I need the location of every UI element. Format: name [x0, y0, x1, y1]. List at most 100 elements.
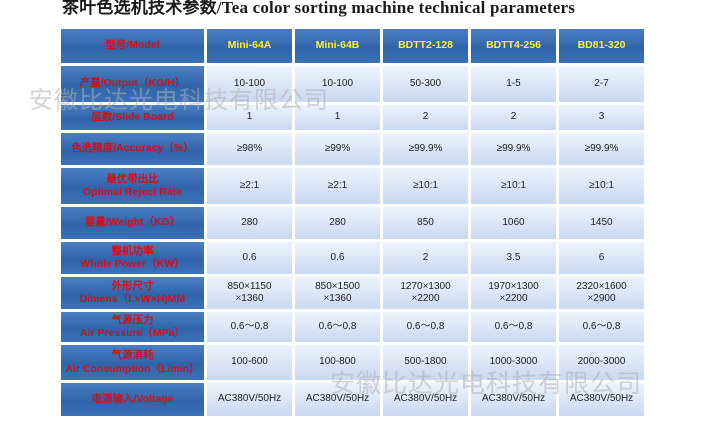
value-cell: 0.6～0.8	[559, 312, 644, 342]
value-cell: 1970×1300 ×2200	[471, 277, 556, 309]
spec-row: 气源消耗 Air Consumption（L/min） 100-600 100-800…	[61, 345, 644, 380]
document-title: 茶叶色选机技术参数/Tea color sorting machine tech…	[62, 0, 576, 17]
value-cell: 50-300	[383, 66, 468, 102]
value-cell: 850	[383, 207, 468, 239]
parameter-label-line: 色选精度/Accuracy（%）	[71, 142, 194, 155]
value-cell: 280	[295, 207, 380, 239]
parameter-label-cell: 产量/Output（KG/H）	[61, 66, 204, 102]
value-cell: 0.6～0.8	[471, 312, 556, 342]
header-row: 型号/Model Mini-64A Mini-64B BDTT2-128 BDTT4-2…	[61, 29, 644, 63]
spec-table: 型号/Model Mini-64A Mini-64B BDTT2-128 BDTT4-2…	[58, 26, 647, 419]
value-line: 1970×1300	[488, 280, 539, 292]
spec-row: 气源压力 Air Pressure（MPa） 0.6～0.8 0.6～0.8 0.6～0…	[61, 312, 644, 342]
value-cell: 1-5	[471, 66, 556, 102]
value-cell: ≥98%	[207, 133, 292, 165]
value-line: ×1360	[235, 293, 264, 304]
parameter-label-line: 气源压力	[111, 313, 154, 326]
value-cell: 500-1800	[383, 345, 468, 380]
value-cell: 2	[383, 242, 468, 274]
parameter-label-line: Air Pressure（MPa）	[79, 327, 186, 339]
value-cell: 1000-3000	[471, 345, 556, 380]
value-line: ×2200	[411, 293, 440, 304]
spec-row: 外形尺寸 Dimens（L×W×H)MM 850×1150 ×1360 850×1500…	[61, 277, 644, 309]
value-cell: 100-600	[207, 345, 292, 380]
value-cell: 1	[207, 105, 292, 130]
spec-row: 重量/Weight（KG） 280 280 850 1060 1450	[61, 207, 644, 239]
parameter-label-line: 重量/Weight（KG）	[84, 216, 181, 229]
parameter-label-line: 电源输入/Voltage	[91, 392, 174, 405]
value-line: ×2900	[587, 293, 616, 304]
spec-row: 最优带出比 Optimal Reject Rate ≥2:1 ≥2:1 ≥10:1 ≥10…	[61, 168, 644, 204]
parameter-label-cell: 整机功率 Whole Power（KW）	[61, 242, 204, 274]
value-cell: 850×1150 ×1360	[207, 277, 292, 309]
value-cell: 3	[559, 105, 644, 130]
value-cell: AC380V/50Hz	[207, 383, 292, 416]
value-cell: 100-800	[295, 345, 380, 380]
value-cell: 1450	[559, 207, 644, 239]
value-line: ×1360	[323, 293, 352, 304]
parameter-label-line: 外形尺寸	[111, 279, 154, 292]
value-cell: 0.6～0.8	[383, 312, 468, 342]
parameter-label-line: Optimal Reject Rate	[82, 186, 183, 198]
parameter-label-cell: 色选精度/Accuracy（%）	[61, 133, 204, 165]
value-cell: 2	[383, 105, 468, 130]
value-line: 1270×1300	[400, 280, 451, 292]
parameter-label-cell: 电源输入/Voltage	[61, 383, 204, 416]
parameter-label-line: Air Consumption（L/min）	[65, 362, 200, 375]
value-cell: ≥99%	[295, 133, 380, 165]
value-cell: 280	[207, 207, 292, 239]
model-header-cell: Mini-64B	[295, 29, 380, 63]
value-cell: ≥99.9%	[383, 133, 468, 165]
value-cell: AC380V/50Hz	[295, 383, 380, 416]
value-cell: 2-7	[559, 66, 644, 102]
parameter-label-cell: 最优带出比 Optimal Reject Rate	[61, 168, 204, 204]
model-header-cell: Mini-64A	[207, 29, 292, 63]
parameter-label-line: 整机功率	[111, 244, 154, 257]
parameter-label-line: 气源消耗	[111, 349, 154, 362]
value-cell: 2320×1600 ×2900	[559, 277, 644, 309]
spec-row: 电源输入/Voltage AC380V/50Hz AC380V/50Hz AC380V…	[61, 383, 644, 416]
parameter-label-line: 最优带出比	[106, 172, 159, 185]
value-cell: ≥2:1	[295, 168, 380, 204]
value-cell: ≥99.9%	[559, 133, 644, 165]
spec-row: 产量/Output（KG/H） 10-100 10-100 50-300 1-5 2-7	[61, 66, 644, 102]
value-cell: 0.6～0.8	[295, 312, 380, 342]
value-cell: 0.6	[295, 242, 380, 274]
parameter-label-line: Whole Power（KW）	[80, 258, 185, 270]
model-header-cell: BD81-320	[559, 29, 644, 63]
value-line: 850×1500	[315, 280, 360, 292]
value-cell: ≥10:1	[383, 168, 468, 204]
value-cell: AC380V/50Hz	[559, 383, 644, 416]
value-cell: 1060	[471, 207, 556, 239]
value-cell: ≥10:1	[559, 168, 644, 204]
parameter-label-line: 产量/Output（KG/H）	[79, 77, 186, 90]
value-cell: 1270×1300 ×2200	[383, 277, 468, 309]
parameter-label-line: 层数/Slide Board	[91, 110, 174, 123]
model-header-cell: BDTT2-128	[383, 29, 468, 63]
value-cell: 850×1500 ×1360	[295, 277, 380, 309]
spec-row: 层数/Slide Board 1 1 2 2 3	[61, 105, 644, 130]
value-line: 2320×1600	[576, 280, 627, 292]
spec-row: 色选精度/Accuracy（%） ≥98% ≥99% ≥99.9% ≥99.9% ≥99.…	[61, 133, 644, 165]
parameter-label-cell: 外形尺寸 Dimens（L×W×H)MM	[61, 277, 204, 309]
parameter-label-cell: 层数/Slide Board	[61, 105, 204, 130]
value-line: 850×1150	[227, 280, 272, 292]
value-cell: 2000-3000	[559, 345, 644, 380]
value-cell: ≥10:1	[471, 168, 556, 204]
value-cell: ≥99.9%	[471, 133, 556, 165]
value-cell: 3.5	[471, 242, 556, 274]
value-cell: ≥2:1	[207, 168, 292, 204]
parameter-label-cell: 重量/Weight（KG）	[61, 207, 204, 239]
spec-row: 整机功率 Whole Power（KW） 0.6 0.6 2 3.5 6	[61, 242, 644, 274]
value-cell: 0.6～0.8	[207, 312, 292, 342]
model-header-cell: BDTT4-256	[471, 29, 556, 63]
parameter-label-cell: 气源消耗 Air Consumption（L/min）	[61, 345, 204, 380]
parameter-label-cell: 气源压力 Air Pressure（MPa）	[61, 312, 204, 342]
value-cell: 0.6	[207, 242, 292, 274]
parameter-label-line: Dimens（L×W×H)MM	[79, 293, 186, 305]
value-cell: 10-100	[207, 66, 292, 102]
value-cell: AC380V/50Hz	[383, 383, 468, 416]
value-line: ×2200	[499, 293, 528, 304]
value-cell: 10-100	[295, 66, 380, 102]
value-cell: AC380V/50Hz	[471, 383, 556, 416]
